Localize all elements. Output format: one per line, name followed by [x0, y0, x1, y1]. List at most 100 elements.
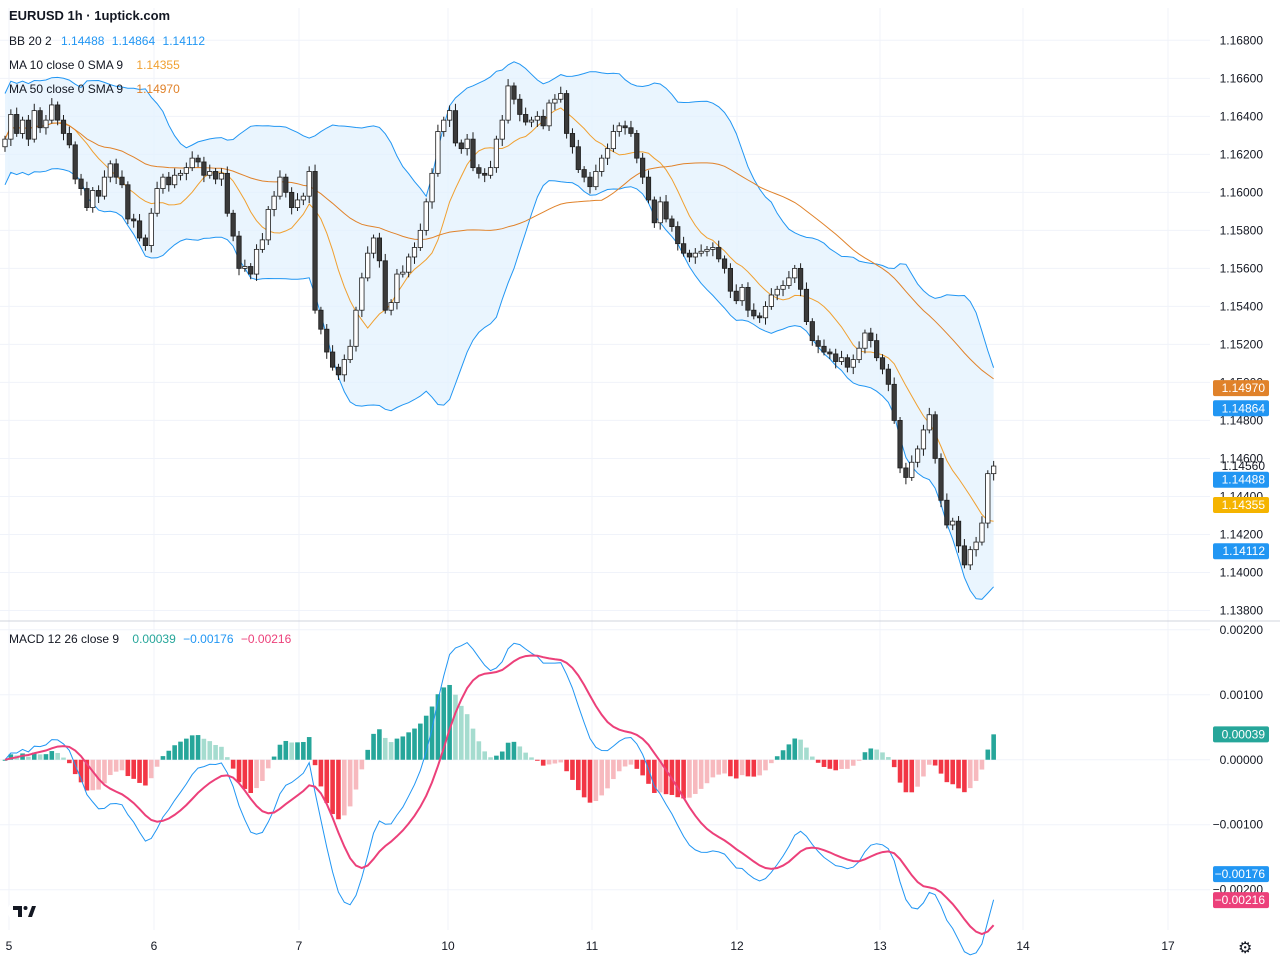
price-tick-label: 1.14600	[1220, 451, 1264, 465]
candle	[306, 166, 312, 204]
macd-histogram-bar	[850, 759, 856, 766]
candle	[160, 173, 166, 194]
time-tick-label: 13	[873, 939, 887, 953]
candle	[470, 132, 476, 172]
candle	[879, 354, 886, 375]
macd-histogram-bar	[8, 754, 14, 760]
candle	[932, 411, 938, 464]
legend-bb[interactable]: BB 20 2 1.14488 1.14864 1.14112	[9, 34, 205, 48]
time-tick-label: 12	[730, 939, 744, 953]
macd-histogram-bar	[657, 759, 663, 793]
time-tick-label: 11	[586, 939, 599, 953]
candle	[622, 120, 628, 135]
macd-histogram-bar	[178, 741, 183, 760]
legend-bb-lower: 1.14112	[162, 34, 206, 48]
macd-histogram-bar	[511, 741, 517, 760]
svg-text:0.00039: 0.00039	[1222, 727, 1266, 741]
moving-averages	[4, 107, 994, 522]
time-tick-label: 14	[1016, 939, 1030, 953]
macd-histogram-bar	[49, 751, 55, 760]
bb-lower-line	[4, 168, 994, 600]
macd-histogram-bar	[523, 752, 528, 760]
macd-histogram-bar	[470, 728, 476, 760]
macd-histogram-bar	[704, 759, 710, 784]
macd-histogram-bar	[652, 759, 657, 793]
candle	[499, 115, 505, 146]
legend-ma10[interactable]: MA 10 close 0 SMA 9 1.14355	[9, 58, 180, 72]
candle	[341, 354, 347, 382]
candle	[14, 107, 20, 137]
macd-axis[interactable]: 0.002000.001000.00000−0.00100−0.002000.0…	[1213, 623, 1269, 909]
time-axis[interactable]: 5 6 7 10 11 12 13 14 17	[6, 939, 1175, 953]
macd-histogram-bar	[324, 759, 330, 804]
macd-histogram-bar	[716, 759, 721, 775]
macd-histogram-bar	[558, 759, 564, 763]
macd-tick-label: 0.00000	[1220, 753, 1264, 767]
macd-histogram-bar	[728, 759, 733, 777]
candle	[961, 539, 968, 569]
macd-histogram-bar	[564, 759, 569, 772]
candle	[31, 103, 37, 143]
macd-histogram-bar	[950, 759, 955, 785]
macd-histogram-bar	[757, 759, 762, 776]
candle	[798, 263, 804, 297]
macd-histogram-bar	[815, 759, 821, 763]
candle	[593, 164, 599, 191]
macd-histogram-bar	[956, 759, 961, 789]
macd-histogram-bar	[236, 759, 242, 783]
candle	[634, 130, 640, 164]
legend-macd[interactable]: MACD 12 26 close 9 0.00039 −0.00176 −0.0…	[9, 632, 291, 646]
time-tick-label: 17	[1161, 939, 1175, 953]
bb-fill	[5, 61, 994, 600]
price-axis[interactable]: 1.138001.140001.142001.144001.146001.148…	[1213, 33, 1269, 617]
candle	[938, 453, 944, 508]
candle	[751, 303, 757, 320]
candle	[803, 282, 810, 326]
macd-histogram-bar	[505, 742, 511, 760]
macd-histogram-bar	[160, 756, 166, 760]
candle	[300, 192, 306, 206]
gear-icon[interactable]: ⚙	[1238, 940, 1253, 957]
price-tick-label: 1.16600	[1220, 71, 1264, 85]
macd-histogram-bar	[494, 755, 499, 760]
macd-histogram-bar	[131, 759, 136, 779]
legend-ma50[interactable]: MA 50 close 0 SMA 9 1.14970	[9, 82, 180, 96]
candle	[517, 94, 523, 122]
macd-histogram-bar	[693, 759, 698, 794]
macd-histogram-bar	[102, 759, 107, 784]
bollinger-bands	[4, 61, 995, 600]
macd-histogram-bar	[540, 759, 546, 766]
candle	[277, 170, 283, 200]
candle	[909, 455, 915, 481]
candle	[868, 327, 874, 348]
price-value-label: 1.14970	[1213, 380, 1269, 397]
legend-ma50-value: 1.14970	[136, 82, 180, 96]
macd-histogram-bar	[967, 759, 973, 789]
candle	[564, 90, 570, 139]
candle	[757, 312, 763, 323]
price-tick-label: 1.13800	[1220, 603, 1264, 617]
macd-histogram-bar	[745, 759, 751, 777]
macd-histogram-bar	[283, 740, 289, 760]
candle	[183, 162, 189, 181]
macd-histogram-bar	[535, 759, 540, 761]
candle	[365, 246, 371, 282]
macd-histogram-bar	[698, 759, 704, 789]
macd-histogram-bar	[874, 749, 879, 760]
candle	[558, 86, 564, 103]
macd-histogram-bar	[763, 759, 768, 771]
candle	[692, 248, 698, 264]
svg-text:1.14864: 1.14864	[1222, 401, 1266, 415]
candle	[610, 124, 617, 153]
macd-histogram-bar	[154, 759, 160, 767]
candle	[476, 164, 482, 179]
legend-ma50-label: MA 50 close 0 SMA 9	[9, 82, 124, 96]
price-value-label: 1.14560	[1222, 459, 1266, 473]
candle	[523, 107, 529, 126]
macd-histogram-bar	[330, 759, 335, 815]
macd-histogram-bar	[774, 756, 780, 760]
candle	[101, 170, 108, 200]
price-tick-label: 1.16200	[1220, 147, 1264, 161]
tradingview-logo-icon[interactable]	[8, 896, 38, 926]
